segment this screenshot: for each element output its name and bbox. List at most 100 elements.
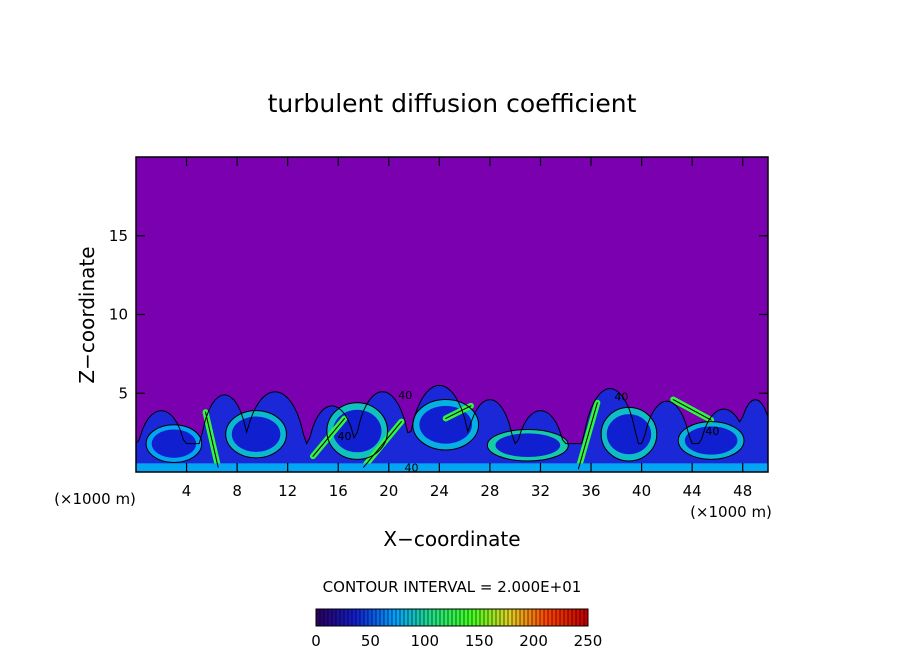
x-tick-label: 48	[733, 482, 752, 500]
eddy-core-inner	[419, 405, 472, 444]
x-tick-label: 40	[632, 482, 651, 500]
surface-layer	[136, 463, 768, 472]
colorbar-frame	[315, 608, 589, 627]
colorbar-cell	[440, 609, 445, 626]
colorbar-cell	[444, 609, 449, 626]
colorbar-cell	[360, 609, 365, 626]
contour-label: 40	[405, 461, 419, 474]
colorbar-cell	[564, 609, 569, 626]
boundary-layer-contour	[136, 384, 768, 472]
y-tick-label: 10	[109, 306, 128, 324]
colorbar-tick-label: 250	[574, 632, 603, 650]
colorbar-cell	[332, 609, 337, 626]
colorbar-cell	[356, 609, 361, 626]
colorbar: 0 50 100 150 200 250	[311, 608, 602, 650]
colorbar-cell	[464, 609, 469, 626]
x-tick-label: 36	[581, 482, 600, 500]
colorbar-tick-label: 200	[519, 632, 548, 650]
plot-area: 40 40 40 40 40	[135, 156, 769, 474]
colorbar-cell	[448, 609, 453, 626]
eddy-core-inner	[151, 429, 197, 458]
colorbar-cell	[336, 609, 341, 626]
colorbar-cell	[404, 609, 409, 626]
turbulence-field	[136, 385, 768, 472]
colorbar-cell	[512, 609, 517, 626]
colorbar-cell	[472, 609, 477, 626]
colorbar-cell	[484, 609, 489, 626]
eddy-core-inner	[684, 426, 738, 455]
colorbar-cell	[572, 609, 577, 626]
colorbar-cell	[392, 609, 397, 626]
colorbar-cell	[492, 609, 497, 626]
colorbar-cell	[316, 609, 321, 626]
colorbar-cell	[460, 609, 465, 626]
chart-title: turbulent diffusion coefficient	[268, 89, 637, 118]
eddy-contour	[412, 399, 480, 451]
colorbar-cell	[584, 609, 589, 626]
colorbar-cell	[500, 609, 505, 626]
filament-contour	[445, 405, 472, 419]
eddy-contour	[326, 402, 389, 460]
colorbar-cell	[364, 609, 369, 626]
contour-lines	[136, 384, 768, 472]
eddy-core-inner	[606, 414, 652, 455]
colorbar-cell	[388, 609, 393, 626]
y-tick-label: 15	[109, 227, 128, 245]
colorbar-cell	[376, 609, 381, 626]
colorbar-cell	[420, 609, 425, 626]
colorbar-cell	[372, 609, 377, 626]
x-tick-label: 4	[182, 482, 192, 500]
colorbar-stripes	[315, 609, 589, 626]
colorbar-cell	[416, 609, 421, 626]
y-axis-ticks: 5 10 15	[109, 227, 768, 402]
eddy-contour	[677, 421, 745, 460]
colorbar-cell	[400, 609, 405, 626]
colorbar-cell	[468, 609, 473, 626]
eddy-core-inner	[495, 433, 561, 458]
x-axis-ticks: 4 8 12 16 20 24 28 32 36 40 44 48	[182, 157, 752, 500]
colorbar-cell	[496, 609, 501, 626]
colorbar-tick-label: 50	[361, 632, 380, 650]
colorbar-cell	[344, 609, 349, 626]
colorbar-ticks: 0 50 100 150 200 250	[311, 632, 602, 650]
filament-contour	[363, 421, 402, 468]
colorbar-cell	[524, 609, 529, 626]
eddy-contour	[600, 406, 658, 462]
x-unit-label: (×1000 m)	[690, 503, 772, 521]
colorbar-cell	[348, 609, 353, 626]
colorbar-cell	[352, 609, 357, 626]
eddy-core-inner	[231, 416, 281, 452]
filament-contour	[672, 399, 712, 421]
contour-label: 40	[614, 390, 628, 403]
colorbar-cell	[520, 609, 525, 626]
colorbar-cell	[504, 609, 509, 626]
y-axis-label: Z−coordinate	[75, 246, 99, 383]
colorbar-tick-label: 100	[410, 632, 439, 650]
x-tick-label: 16	[329, 482, 348, 500]
contour-label: 40	[338, 430, 352, 443]
colorbar-cell	[328, 609, 333, 626]
colorbar-cell	[380, 609, 385, 626]
colorbar-cell	[532, 609, 537, 626]
eddy-contour	[486, 428, 569, 462]
x-tick-label: 44	[683, 482, 702, 500]
filament-contour	[312, 417, 346, 457]
colorbar-cell	[408, 609, 413, 626]
colorbar-cell	[428, 609, 433, 626]
colorbar-cell	[552, 609, 557, 626]
colorbar-cell	[544, 609, 549, 626]
colorbar-cell	[540, 609, 545, 626]
x-tick-label: 8	[232, 482, 242, 500]
colorbar-cell	[456, 609, 461, 626]
colorbar-cell	[556, 609, 561, 626]
colorbar-cell	[548, 609, 553, 626]
colorbar-cell	[368, 609, 373, 626]
contour-labels: 40 40 40 40 40	[338, 389, 720, 474]
colorbar-cell	[488, 609, 493, 626]
x-tick-label: 12	[278, 482, 297, 500]
contour-interval-label: CONTOUR INTERVAL = 2.000E+01	[323, 578, 582, 596]
colorbar-cell	[412, 609, 417, 626]
colorbar-cell	[508, 609, 513, 626]
x-axis-label: X−coordinate	[383, 527, 520, 551]
